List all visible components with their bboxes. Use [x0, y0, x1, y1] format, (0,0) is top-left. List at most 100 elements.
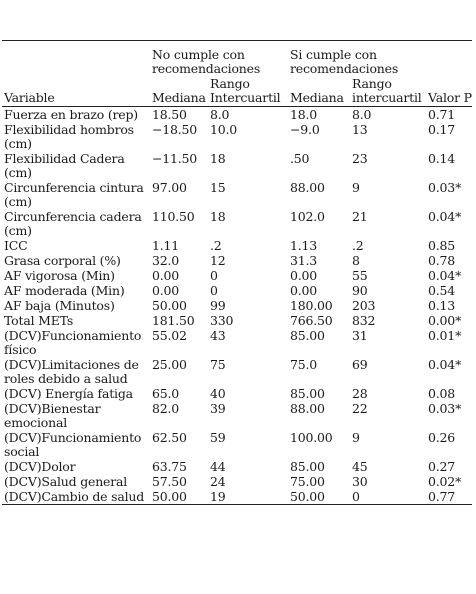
cell-iqr-no: .2 [210, 238, 222, 253]
cell-p-value: 0.00* [428, 313, 462, 328]
cell-median-yes: 88.00 [290, 401, 325, 416]
cell-median-no: 18.50 [152, 107, 187, 122]
cell-median-no: 57.50 [152, 474, 187, 489]
cell-median-no: 63.75 [152, 459, 187, 474]
cell-iqr-yes: 23 [352, 151, 368, 166]
table-row: (DCV)Funcionamiento social 62.50 59 100.00 9… [2, 430, 472, 459]
table-row: (DCV)Bienestar emocional 82.0 39 88.00 22 0.0… [2, 401, 472, 430]
cell-variable: Flexibilidad hombros (cm) [4, 122, 134, 151]
cell-iqr-yes: 8 [352, 253, 360, 268]
cell-p-value: 0.08 [428, 386, 456, 401]
table-row: (DCV)Cambio de salud 50.00 19 50.00 0 0.77 [2, 489, 473, 505]
cell-variable: AF vigorosa (Min) [4, 268, 115, 283]
cell-median-yes: 1.13 [290, 238, 318, 253]
cell-median-no: 32.0 [152, 253, 180, 268]
cell-iqr-no: 330 [210, 313, 234, 328]
cell-variable: Circunferencia cintura (cm) [4, 180, 144, 209]
cell-p-value: 0.03* [428, 401, 462, 416]
header-group-yes: Si cumple con recomendaciones [288, 40, 427, 77]
table-body: Fuerza en brazo (rep) 18.50 8.0 18.0 8.0 0.71… [2, 107, 473, 505]
cell-iqr-yes: .2 [352, 238, 364, 253]
cell-variable: Fuerza en brazo (rep) [4, 107, 138, 122]
cell-iqr-no: 24 [210, 474, 226, 489]
cell-median-yes: 0.00 [290, 283, 318, 298]
cell-variable: AF moderada (Min) [4, 283, 125, 298]
cell-variable: (DCV)Funcionamiento físico [4, 328, 142, 357]
cell-variable: AF baja (Minutos) [4, 298, 115, 313]
table-row: AF moderada (Min) 0.00 0 0.00 90 0.54 [2, 283, 472, 298]
cell-median-yes: 85.00 [290, 459, 325, 474]
cell-median-no: 1.11 [152, 238, 180, 253]
cell-variable: (DCV)Bienestar emocional [4, 401, 101, 430]
cell-p-value: 0.04* [428, 357, 462, 372]
cell-iqr-yes: 90 [352, 283, 368, 298]
cell-p-value: 0.14 [428, 151, 456, 166]
cell-iqr-no: 99 [210, 298, 226, 313]
table-row: ICC 1.11 .2 1.13 .2 0.85 [2, 238, 472, 253]
cell-variable: (DCV) Energía fatiga [4, 386, 133, 401]
cell-iqr-yes: 69 [352, 357, 368, 372]
table-header: Variable No cumple con recomendaciones S… [2, 40, 472, 107]
cell-iqr-no: 0 [210, 268, 218, 283]
header-median-no: Mediana [150, 77, 208, 107]
cell-p-value: 0.71 [428, 107, 456, 122]
cell-iqr-yes: 55 [352, 268, 368, 283]
table-row: AF baja (Minutos) 50.00 99 180.00 203 0.13 [2, 298, 472, 313]
cell-variable: (DCV)Cambio de salud [2, 489, 150, 505]
table-row: Fuerza en brazo (rep) 18.50 8.0 18.0 8.0 0.71 [2, 107, 472, 123]
cell-variable: (DCV)Limitaciones de roles debido a salu… [4, 357, 139, 386]
table-row: (DCV)Funcionamiento físico 55.02 43 85.00 31… [2, 328, 472, 357]
cell-median-no: 65.0 [152, 386, 180, 401]
cell-median-no: −11.50 [152, 151, 198, 166]
cell-median-yes: 75.00 [290, 474, 325, 489]
table-row: Circunferencia cintura (cm) 97.00 15 88.00 9… [2, 180, 472, 209]
cell-iqr-yes: 9 [352, 430, 360, 445]
cell-iqr-yes: 45 [352, 459, 368, 474]
cell-iqr-no: 12 [210, 253, 226, 268]
cell-variable: Grasa corporal (%) [4, 253, 121, 268]
header-iqr-no: Rango Intercuartil [208, 77, 289, 107]
cell-median-yes: 85.00 [290, 386, 325, 401]
table-row: (DCV)Limitaciones de roles debido a salu… [2, 357, 472, 386]
cell-p-value: 0.01* [428, 328, 462, 343]
cell-median-yes: 88.00 [290, 180, 325, 195]
cell-iqr-no: 39 [210, 401, 226, 416]
cell-median-yes: 85.00 [290, 328, 325, 343]
cell-median-no: 110.50 [152, 209, 195, 224]
cell-iqr-yes: 8.0 [352, 107, 372, 122]
cell-median-yes: −9.0 [290, 122, 320, 137]
cell-median-no: 55.02 [152, 328, 187, 343]
cell-iqr-yes: 13 [352, 122, 368, 137]
table-row: Flexibilidad hombros (cm) −18.50 10.0 −9.0 1… [2, 122, 472, 151]
cell-variable: Total METs [4, 313, 74, 328]
header-iqr-yes: Rango intercuartil [350, 77, 427, 107]
cell-iqr-no: 10.0 [210, 122, 238, 137]
cell-p-value: 0.77 [426, 489, 473, 505]
cell-iqr-no: 43 [210, 328, 226, 343]
cell-iqr-yes: 21 [352, 209, 368, 224]
table-row: AF vigorosa (Min) 0.00 0 0.00 55 0.04* [2, 268, 472, 283]
header-group-no: No cumple con recomendaciones [150, 40, 289, 77]
table-row: Grasa corporal (%) 32.0 12 31.3 8 0.78 [2, 253, 472, 268]
table-row: (DCV) Energía fatiga 65.0 40 85.00 28 0.08 [2, 386, 472, 401]
cell-median-yes: 18.0 [290, 107, 318, 122]
cell-iqr-yes: 832 [352, 313, 376, 328]
cell-median-no: 97.00 [152, 180, 187, 195]
cell-median-yes: 31.3 [290, 253, 318, 268]
cell-p-value: 0.03* [428, 180, 462, 195]
cell-p-value: 0.54 [428, 283, 456, 298]
cell-median-no: 25.00 [152, 357, 187, 372]
cell-iqr-no: 18 [210, 209, 226, 224]
cell-median-yes: .50 [290, 151, 310, 166]
cell-iqr-yes: 0 [350, 489, 427, 505]
cell-variable: Flexibilidad Cadera (cm) [4, 151, 125, 180]
cell-p-value: 0.17 [428, 122, 456, 137]
header-p-value: Valor P [426, 40, 472, 107]
cell-variable: ICC [4, 238, 28, 253]
cell-median-yes: 75.0 [290, 357, 318, 372]
cell-variable: (DCV)Salud general [4, 474, 128, 489]
table-row: Total METs 181.50 330 766.50 832 0.00* [2, 313, 472, 328]
cell-median-no: 0.00 [152, 268, 180, 283]
cell-iqr-no: 18 [210, 151, 226, 166]
cell-p-value: 0.78 [428, 253, 456, 268]
